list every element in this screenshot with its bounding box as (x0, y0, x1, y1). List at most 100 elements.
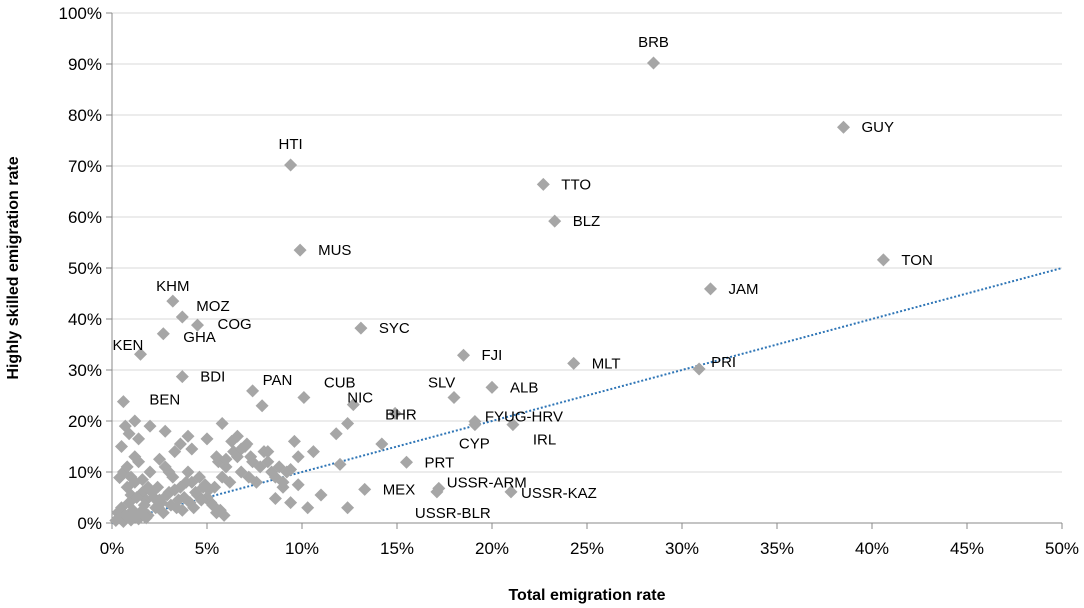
point-label-ken: KEN (113, 337, 144, 354)
data-point (175, 503, 189, 517)
data-point (276, 475, 290, 489)
data-point-cub (297, 391, 311, 405)
data-point-ben (116, 395, 130, 409)
data-point (244, 450, 258, 464)
point-label-fji: FJI (482, 347, 503, 364)
data-point (181, 429, 195, 443)
data-point (230, 429, 244, 443)
y-tick-label: 0% (77, 514, 102, 533)
x-tick-label: 5% (195, 539, 220, 558)
point-label-cog: COG (218, 316, 252, 333)
point-label-ussr-blr: USSR-BLR (415, 505, 491, 522)
point-label-prt: PRT (425, 454, 455, 471)
data-point (143, 419, 157, 433)
point-label-ussr-arm: USSR-ARM (447, 474, 527, 491)
data-point (187, 501, 201, 515)
point-label-brb: BRB (638, 34, 669, 51)
data-point (333, 457, 347, 471)
point-label-ton: TON (901, 252, 932, 269)
data-point-ken (134, 347, 147, 361)
data-point (314, 488, 328, 502)
point-label-bdi: BDI (200, 369, 225, 386)
data-point-pan (246, 384, 260, 398)
data-point-mus (293, 243, 307, 257)
point-label-ussr-kaz: USSR-KAZ (521, 485, 597, 502)
y-tick-label: 20% (68, 412, 102, 431)
data-point-blz (548, 214, 562, 228)
point-label-fyug-hrv: FYUG-HRV (485, 409, 563, 426)
point-label-pan: PAN (263, 372, 293, 389)
grid-lines (112, 12, 1062, 473)
point-label-syc: SYC (379, 320, 410, 337)
data-point (179, 475, 193, 489)
data-point (122, 427, 136, 441)
x-tick-label: 35% (760, 539, 794, 558)
data-point-hti (284, 158, 298, 172)
data-point-pri (692, 362, 706, 376)
data-point-ussr-blr (430, 485, 444, 499)
data-point (217, 508, 231, 522)
x-tick-label: 25% (570, 539, 604, 558)
data-point-alb (485, 380, 499, 394)
point-label-moz: MOZ (196, 298, 229, 315)
data-point (172, 493, 185, 507)
y-axis-title: Highly skilled emigration rate (5, 156, 22, 379)
data-point (139, 511, 153, 525)
data-points (109, 56, 890, 528)
data-point (284, 496, 298, 510)
data-point-cyp (468, 418, 482, 432)
data-point-mex (358, 482, 372, 496)
data-point (143, 465, 157, 479)
point-label-mlt: MLT (592, 355, 621, 372)
x-tick-label: 10% (285, 539, 319, 558)
data-point-ton (876, 253, 890, 267)
point-label-khm: KHM (156, 278, 189, 295)
data-point-tto (536, 177, 550, 191)
data-point (255, 399, 269, 413)
data-point (375, 437, 389, 451)
data-point (156, 506, 170, 520)
data-point (268, 492, 282, 506)
data-point (132, 432, 146, 446)
point-label-ben: BEN (149, 392, 180, 409)
data-point (240, 437, 254, 451)
x-tick-label: 40% (855, 539, 889, 558)
point-label-pri: PRI (711, 354, 736, 371)
data-point (341, 501, 355, 515)
point-label-mex: MEX (383, 481, 416, 498)
data-point-fji (457, 348, 470, 362)
point-label-blz: BLZ (573, 213, 601, 230)
data-point-bdi (175, 370, 189, 384)
data-point-moz (175, 310, 189, 324)
data-point (141, 480, 155, 494)
data-point (124, 470, 138, 484)
x-tick-label: 15% (380, 539, 414, 558)
data-point (261, 455, 275, 469)
y-tick-label: 60% (68, 208, 102, 227)
y-tick-label: 90% (68, 55, 102, 74)
data-point (202, 483, 216, 497)
data-point-slv (447, 391, 461, 405)
data-point (158, 424, 172, 438)
data-point-ussr-kaz (504, 485, 518, 499)
data-point (130, 491, 144, 504)
y-tick-label: 50% (68, 259, 102, 278)
data-point-mlt (567, 356, 581, 370)
point-label-hti: HTI (279, 136, 303, 153)
data-point (128, 414, 142, 428)
data-point (194, 493, 208, 507)
data-point (168, 483, 182, 497)
data-point-irl (506, 418, 520, 432)
data-point-bhr (388, 406, 402, 420)
data-point (341, 417, 355, 431)
data-point-gha (156, 327, 170, 341)
data-point (219, 452, 233, 466)
data-point (287, 434, 301, 448)
data-point (135, 473, 149, 487)
data-point (168, 445, 182, 459)
data-point (192, 470, 206, 484)
data-point-guy (837, 120, 850, 134)
y-tick-label: 10% (68, 463, 102, 482)
